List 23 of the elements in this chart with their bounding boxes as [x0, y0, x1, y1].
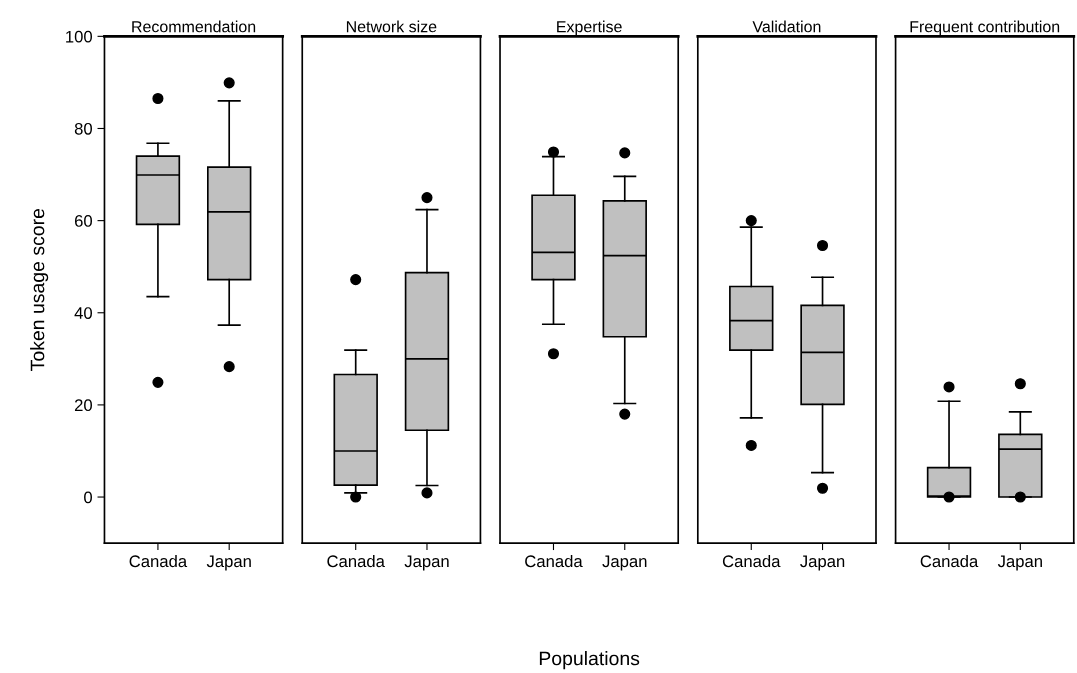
x-tick-label: Canada	[525, 554, 583, 568]
chart-title: Expertise	[557, 20, 622, 36]
y-tick-label: 60	[74, 215, 93, 227]
chart-title: Recommendation	[132, 20, 256, 33]
chart-title: Validation	[752, 20, 821, 33]
y-axis-title: Token usage score	[30, 208, 49, 371]
x-tick-label: Japan	[602, 555, 647, 571]
x-tick-label: Canada	[722, 554, 781, 568]
x-tick-label: Canada	[129, 554, 188, 568]
x-tick-label: Japan	[404, 555, 449, 571]
x-tick-label: Canada	[920, 554, 979, 568]
y-tick-label: 20	[74, 399, 93, 412]
y-tick-label: 40	[74, 307, 93, 319]
y-tick-label: 100	[66, 30, 93, 43]
x-tick-label: Japan	[997, 555, 1042, 571]
chart-title: Frequent contribution	[910, 20, 1060, 36]
x-tick-label: Japan	[800, 555, 845, 571]
x-tick-label: Canada	[327, 554, 385, 568]
x-tick-label: Japan	[206, 555, 251, 571]
chart-title: Network size	[346, 20, 437, 33]
y-tick-label: 80	[74, 122, 93, 135]
x-axis-title: Populations	[539, 651, 640, 670]
y-tick-label: 0	[84, 491, 93, 504]
